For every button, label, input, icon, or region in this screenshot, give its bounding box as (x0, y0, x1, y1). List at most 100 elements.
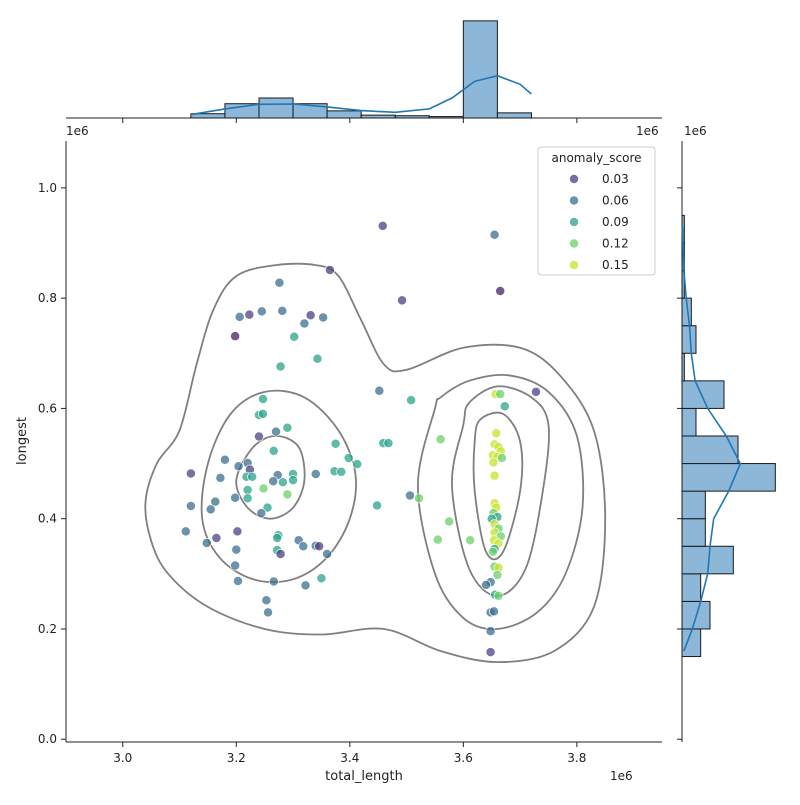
scatter-point (277, 477, 288, 488)
scatter-point (305, 310, 316, 321)
x-tick-label: 3.0 (113, 751, 132, 765)
right-hist-bar (681, 435, 739, 465)
legend-entry-label: 0.12 (602, 237, 629, 251)
scatter-point (495, 389, 506, 400)
scatter-point (374, 385, 385, 396)
scatter-point (277, 305, 288, 316)
scatter-point (481, 579, 491, 590)
legend-marker (569, 195, 579, 206)
scatter-point (234, 311, 245, 322)
kde-contour (416, 373, 585, 631)
scatter-point (330, 438, 341, 449)
scatter-point (215, 472, 226, 483)
scatter-point (256, 508, 267, 519)
y-tick-label: 0.6 (38, 401, 57, 415)
scatter-point (205, 504, 216, 515)
y-tick-label: 0.8 (38, 291, 57, 305)
scatter-point (406, 395, 417, 406)
scatter-point (256, 306, 267, 317)
scatter-point (268, 445, 279, 456)
scatter-point (268, 476, 279, 487)
right-hist-bar (681, 463, 776, 492)
scatter-point (488, 457, 499, 468)
scatter-point (230, 492, 241, 503)
y-tick-label: 0.4 (38, 512, 57, 526)
x-tick-label: 3.6 (454, 751, 473, 765)
scatter-point (258, 483, 269, 494)
main-scatter-plot: 3.0 3.2 3.4 3.6 3.8 0.0 0.2 0.4 0.6 0.8 1.0 (38, 141, 662, 765)
right-hist-bar (681, 573, 702, 602)
kde-contour (144, 262, 607, 664)
right-hist-bar (681, 352, 685, 382)
x-tick-label: 3.8 (567, 751, 586, 765)
scatter-point (180, 526, 191, 537)
scatter-point (444, 516, 455, 527)
right-marginal-offset-label: 1e6 (684, 124, 707, 138)
scatter-point (383, 438, 394, 449)
scatter-point (231, 544, 242, 555)
scatter-point (219, 454, 230, 465)
scatter-point (275, 361, 286, 372)
scatter-point (487, 546, 498, 557)
scatter-point (282, 422, 293, 433)
scatter-point (492, 569, 503, 580)
right-hist-bar (681, 380, 725, 409)
scatter-point (242, 485, 253, 495)
legend-marker (569, 260, 579, 270)
scatter-point (312, 353, 323, 364)
scatter-point (372, 500, 383, 511)
scatter-point (316, 573, 327, 584)
scatter-point (185, 468, 196, 479)
kde-contour (451, 385, 550, 597)
scatter-point (271, 426, 281, 437)
top-hist-bar (428, 116, 464, 119)
x-offset-label: 1e6 (610, 769, 633, 783)
top-marginal-histogram (66, 20, 662, 123)
scatter-point (288, 475, 298, 486)
scatter-point (274, 277, 285, 288)
scatter-point (352, 459, 363, 470)
right-hist-bar (681, 490, 706, 520)
top-hist-bar (258, 97, 294, 119)
top-hist-bar (394, 115, 430, 119)
right-marginal-histogram (677, 141, 776, 742)
scatter-point (254, 431, 264, 442)
scatter-point (282, 489, 293, 500)
legend: anomaly_score 0.03 0.06 0.09 0.12 0.15 (537, 146, 656, 276)
scatter-point (414, 493, 425, 504)
scatter-point (499, 401, 510, 412)
y-tick-label: 1.0 (38, 181, 57, 195)
scatter-point (232, 526, 243, 537)
scatter-point (432, 534, 443, 545)
scatter-point (211, 533, 222, 543)
scatter-point (261, 595, 272, 606)
legend-entry-label: 0.06 (602, 194, 629, 208)
right-kde-line (681, 226, 742, 652)
top-hist-bar (326, 110, 362, 119)
scatter-point (491, 428, 502, 439)
scatter-point (322, 549, 333, 559)
legend-marker (569, 238, 579, 249)
scatter-point (201, 538, 212, 548)
scatter-point (258, 408, 268, 419)
scatter-point (210, 496, 221, 507)
scatter-point (343, 453, 354, 463)
scatter-point (397, 295, 407, 306)
scatter-point (230, 331, 241, 342)
legend-entry-label: 0.15 (602, 258, 629, 272)
scatter-point (324, 265, 335, 275)
scatter-point (299, 318, 310, 329)
right-hist-bar (681, 518, 706, 547)
scatter-point (435, 434, 446, 445)
scatter-point (230, 560, 241, 571)
scatter-point (242, 493, 253, 504)
scatter-point (247, 471, 258, 482)
legend-marker (569, 217, 579, 227)
scatter-point (465, 535, 476, 546)
scatter-point (244, 309, 255, 320)
top-hist-bar (462, 20, 498, 119)
scatter-point (258, 394, 268, 404)
scatter-point (272, 533, 283, 543)
